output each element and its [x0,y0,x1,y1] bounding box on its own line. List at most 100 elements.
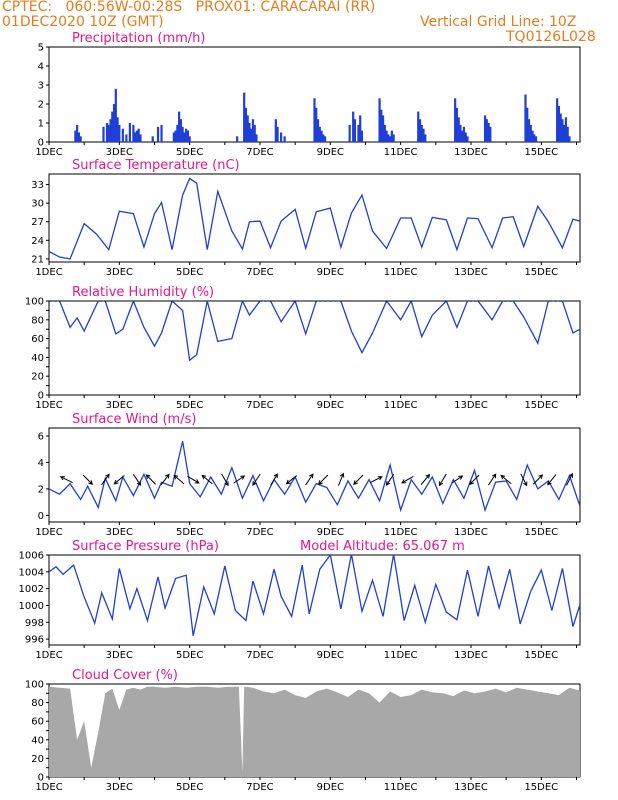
precip-bar [250,128,253,142]
x-tick-label: 11DEC [384,782,418,793]
x-tick-label: 5DEC [176,650,203,661]
header-grid-line: Vertical Grid Line: 10Z [420,14,577,30]
plot-frame [48,427,581,523]
wind-arrow [337,472,345,486]
panel-title: Relative Humidity (%) [72,285,214,300]
y-tick-label: 5 [38,43,44,54]
y-tick-label: 100 [25,297,44,308]
precip-bar [181,126,184,142]
precip-bar [561,119,564,142]
precip-bar [102,126,105,142]
x-tick-label: 11DEC [384,650,418,661]
precip-bar [352,111,355,142]
precip-bar [255,134,258,142]
x-tick-label: 11DEC [384,527,418,538]
x-tick-label: 15DEC [524,147,558,158]
panel-title: Surface Wind (m/s) [72,412,196,427]
x-tick-label: 9DEC [317,650,344,661]
x-tick-label: 1DEC [35,782,62,793]
y-tick-label: 1004 [19,567,44,578]
x-tick-label: 15DEC [524,650,558,661]
x-tick-label: 11DEC [384,267,418,278]
precip-bar [533,134,536,142]
wind-arrow [113,475,125,485]
precip-bar [385,130,388,142]
wind-arrow [101,473,110,486]
panel-temp: Surface Temperature (nC) 21 24 27 30 33 1DEC 3D… [31,158,581,278]
precip-bar [378,98,381,142]
precip-bar [116,117,119,142]
precip-bar [387,134,390,142]
precip-bar [188,136,191,142]
wind-arrow [201,474,213,485]
y-tick-label: 80 [31,315,44,326]
y-tick-label: 2 [38,100,44,111]
y-tick-label: 0 [38,391,44,402]
y-tick-label: 60 [31,717,44,728]
rh-series-line [49,301,580,362]
precip-bar [380,109,383,142]
precip-bar [529,124,532,142]
precip-bar [132,124,135,142]
data-layer [74,88,571,142]
data-layer [49,177,580,260]
y-tick-label: 1 [38,119,44,130]
precip-bar [489,126,492,142]
x-tick-label: 9DEC [317,147,344,158]
x-tick-label: 13DEC [454,782,488,793]
cloud-cover-area [49,686,580,777]
precip-bar [246,115,249,142]
precip-bar [566,126,569,142]
panel-title-secondary: Model Altitude: 65.067 m [300,539,465,554]
precip-bar [128,123,131,142]
y-tick-label: 20 [31,372,44,383]
precip-bar [156,126,160,142]
precip-bar [483,115,487,142]
panel-title: Precipitation (mm/h) [72,31,205,46]
panel-rh: Relative Humidity (%) 0 20 40 60 80 100 1DEC 3DE… [25,285,581,411]
x-tick-label: 3DEC [106,267,133,278]
precip-bar [459,124,462,142]
x-tick-label: 13DEC [454,267,488,278]
precip-bar [563,124,566,142]
wind-arrow [285,475,298,485]
y-tick-label: 30 [31,199,44,210]
y-tick-label: 40 [31,735,44,746]
precip-bar [283,136,286,142]
precip-bar [105,123,109,142]
wind-arrow [173,474,185,485]
panel-title: Surface Temperature (nC) [72,158,240,173]
wind-arrow [500,474,512,485]
x-tick-label: 5DEC [176,267,203,278]
x-tick-label: 5DEC [176,147,203,158]
x-tick-label: 5DEC [176,400,203,411]
x-tick-label: 1DEC [35,267,62,278]
y-tick-label: 3 [38,81,44,92]
wind-arrow [270,473,278,486]
precip-bar [557,105,561,142]
precip-bar [315,107,318,142]
precip-bar [424,134,427,142]
data-layer [49,555,580,636]
wind-arrow [488,473,497,486]
x-tick-label: 15DEC [524,527,558,538]
data-layer [49,301,580,362]
panel-title: Cloud Cover (%) [72,668,178,683]
precip-bar [151,136,154,142]
x-tick-label: 15DEC [524,267,558,278]
wind-arrow [132,473,142,486]
precip-bar [125,134,128,142]
precip-bar [348,124,351,142]
precip-bar [534,136,538,142]
precip-bar [466,136,469,142]
x-tick-label: 11DEC [384,400,418,411]
precip-bar [178,111,181,142]
wind-arrow [469,474,480,485]
wind-arrow [59,476,73,483]
precip-bar [417,111,420,142]
x-tick-label: 11DEC [384,147,418,158]
y-tick-label: 1002 [19,584,44,595]
precip-bar [107,124,110,142]
x-tick-label: 7DEC [246,400,273,411]
